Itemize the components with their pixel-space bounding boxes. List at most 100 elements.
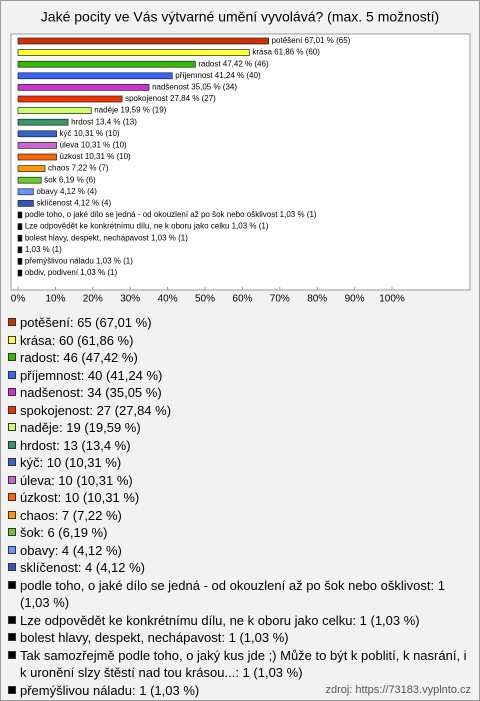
- legend-swatch: [8, 650, 16, 659]
- bar: [17, 165, 46, 172]
- bar: [17, 37, 269, 45]
- legend-item: naděje: 19 (19,59 %): [8, 419, 470, 437]
- bar: [17, 95, 123, 103]
- bar: [17, 200, 34, 207]
- data-label: hrdost 13,4 % (13): [71, 117, 137, 126]
- x-tick-label: 20%: [83, 294, 103, 305]
- legend-label: kýč: 10 (10,31 %): [20, 455, 122, 470]
- data-label: potěšení 67,01 % (65): [272, 36, 351, 45]
- legend-label: obavy: 4 (4,12 %): [20, 542, 122, 558]
- bar: [17, 118, 69, 126]
- legend-item: chaos: 7 (7,22 %): [8, 507, 470, 525]
- x-tick-label: 90%: [345, 294, 365, 305]
- bar: [17, 72, 173, 80]
- legend-item: potěšení: 65 (67,01 %): [8, 314, 470, 332]
- chart: Jaké pocity ve Vás výtvarné umění vyvolá…: [10, 9, 471, 305]
- legend-swatch: [8, 580, 16, 589]
- data-label: bolest hlavy, despekt, nechápavost 1,03 …: [25, 233, 188, 242]
- legend-swatch: [8, 370, 16, 379]
- legend-label: úzkost: 10 (10,31 %): [20, 490, 140, 505]
- legend-item: šok: 6 (6,19 %): [8, 524, 470, 542]
- legend-item: Lze odpovědět ke konkrétnímu dílu, ne k …: [8, 612, 470, 630]
- legend-item: nadšenost: 34 (35,05 %): [8, 384, 470, 402]
- x-tick-label: 0%: [11, 294, 26, 305]
- data-label: obdiv, podivení 1,03 % (1): [25, 268, 118, 277]
- legend-item: úzkost: 10 (10,31 %): [8, 489, 470, 507]
- legend-swatch: [8, 545, 16, 554]
- x-tick-label: 70%: [270, 294, 290, 305]
- legend-swatch: [8, 318, 16, 326]
- legend-label: nadšenost: 34 (35,05 %): [20, 385, 162, 400]
- bar: [17, 84, 150, 91]
- bar: [17, 107, 92, 114]
- legend-label: hrdost: 13 (13,4 %): [20, 437, 131, 453]
- source: zdroj: https://73183.vyplnto.cz: [325, 684, 471, 696]
- data-label: šok 6,19 % (6): [44, 175, 96, 184]
- legend-swatch: [8, 405, 16, 414]
- data-label: spokojenost 27,84 % (27): [125, 94, 216, 103]
- data-label: nadšenost 35,05 % (34): [152, 83, 237, 92]
- bar: [17, 49, 250, 56]
- legend-swatch: [8, 440, 16, 449]
- x-tick-label: 10%: [45, 294, 65, 305]
- x-tick-label: 100%: [379, 294, 405, 305]
- legend-label: šok: 6 (6,19 %): [20, 525, 108, 540]
- data-label: chaos 7,22 % (7): [48, 164, 109, 173]
- legend-item: bolest hlavy, despekt, nechápavost: 1 (1…: [8, 629, 470, 647]
- data-label: sklíčenost 4,12 % (4): [36, 199, 111, 208]
- bar: [17, 153, 57, 161]
- x-tick-label: 40%: [158, 294, 178, 305]
- bar: [17, 142, 57, 149]
- legend-swatch: [8, 633, 16, 641]
- legend-swatch: [8, 615, 16, 624]
- legend-swatch: [8, 388, 16, 396]
- legend-item: přemýšlivou náladu: 1 (1,03 %): [8, 682, 470, 700]
- legend-swatch: [8, 335, 16, 344]
- legend-label: příjemnost: 40 (41,24 %): [20, 367, 163, 383]
- legend-label: krása: 60 (61,86 %): [20, 332, 134, 348]
- legend-swatch: [8, 685, 16, 694]
- legend-label: sklíčenost: 4 (4,12 %): [20, 560, 145, 575]
- legend-label: Tak samozřejmě podle toho, o jaký kus jd…: [20, 647, 467, 681]
- bar: [17, 176, 42, 184]
- x-tick-label: 50%: [195, 294, 215, 305]
- legend-item: obavy: 4 (4,12 %): [8, 542, 470, 560]
- legend-item: sklíčenost: 4 (4,12 %): [8, 559, 470, 577]
- legend-label: podle toho, o jaké dílo se jedná - od ok…: [20, 577, 445, 611]
- data-label: příjemnost 41,24 % (40): [175, 71, 261, 80]
- legend-item: příjemnost: 40 (41,24 %): [8, 367, 470, 385]
- legend-item: úleva: 10 (10,31 %): [8, 472, 470, 490]
- legend-item: kýč: 10 (10,31 %): [8, 454, 470, 472]
- bar: [17, 211, 23, 219]
- legend-label: chaos: 7 (7,22 %): [20, 507, 122, 523]
- legend-item: Tak samozřejmě podle toho, o jaký kus jd…: [8, 647, 470, 682]
- legend-swatch: [8, 493, 16, 501]
- data-label: naděje 19,59 % (19): [94, 106, 166, 115]
- bar: [17, 223, 23, 230]
- data-label: obavy 4,12 % (4): [36, 187, 97, 196]
- legend-swatch: [8, 475, 16, 484]
- bar: [17, 269, 23, 277]
- legend-swatch: [8, 353, 16, 361]
- legend-item: krása: 60 (61,86 %): [8, 332, 470, 350]
- legend: potěšení: 65 (67,01 %) krása: 60 (61,86 %…: [8, 314, 470, 700]
- bar: [17, 188, 34, 196]
- legend-swatch: [8, 423, 16, 431]
- data-label: radost 47,42 % (46): [198, 59, 269, 68]
- x-tick-label: 60%: [232, 294, 252, 305]
- data-label: krása 61,86 % (60): [252, 48, 320, 57]
- bar: [17, 234, 23, 242]
- legend-item: hrdost: 13 (13,4 %): [8, 437, 470, 455]
- legend-swatch: [8, 458, 16, 466]
- legend-item: spokojenost: 27 (27,84 %): [8, 402, 470, 420]
- legend-label: radost: 46 (47,42 %): [20, 350, 138, 365]
- legend-label: úleva: 10 (10,31 %): [20, 472, 133, 488]
- legend-swatch: [8, 528, 16, 536]
- legend-label: přemýšlivou náladu: 1 (1,03 %): [20, 682, 200, 698]
- bar: [17, 246, 23, 254]
- data-label: kýč 10,31 % (10): [60, 129, 120, 138]
- legend-item: radost: 46 (47,42 %): [8, 349, 470, 367]
- data-label: 1,03 % (1): [25, 245, 62, 254]
- legend-label: spokojenost: 27 (27,84 %): [20, 402, 172, 418]
